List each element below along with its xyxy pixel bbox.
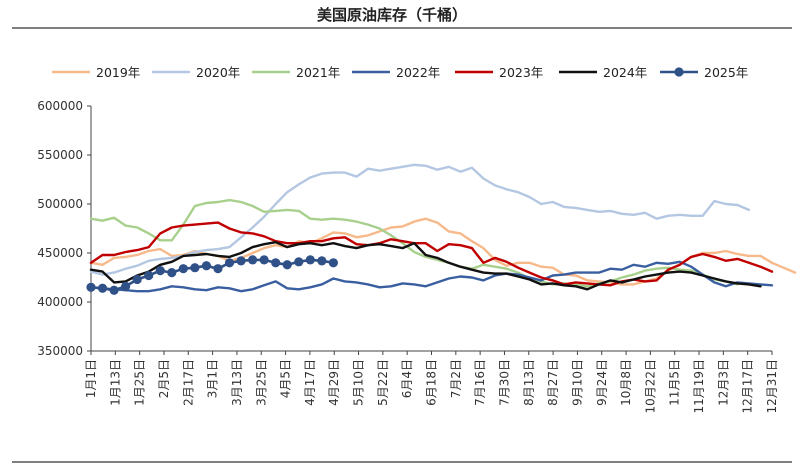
legend-label-2024: 2024年 (603, 65, 647, 80)
legend-item-2024: 2024年 (559, 65, 647, 80)
legend-label-2022: 2022年 (396, 65, 440, 80)
legend-item-2025: 2025年 (660, 65, 748, 80)
x-tick-label: 1月25日 (133, 359, 147, 406)
x-tick-label: 1月1日 (84, 359, 98, 398)
series-point-2025 (190, 263, 200, 273)
series-point-2025 (97, 283, 108, 293)
x-tick-label: 8月27日 (546, 359, 560, 406)
legend-item-2023: 2023年 (455, 65, 543, 80)
x-tick-label: 11月5日 (668, 359, 682, 406)
x-tick-label: 12月31日 (765, 359, 779, 414)
chart-title: 美国原油库存（千桶） (317, 6, 467, 24)
legend-item-2020: 2020年 (152, 65, 240, 80)
legend-item-2019: 2019年 (52, 65, 140, 80)
y-axis: 350000 400000 450000 500000 550000 600000 (37, 99, 92, 358)
x-axis: 1月1日 1月13日 1月25日 2月5日 2月17日 3月1日 3月13日 3月25日 4月5… (84, 350, 779, 414)
series-line-2025 (89, 258, 335, 292)
x-tick-label: 9月10日 (570, 359, 584, 406)
series-point-2025 (178, 264, 188, 274)
series-point-2025 (305, 255, 315, 265)
series-point-2025 (224, 258, 235, 268)
legend-item-2021: 2021年 (252, 65, 340, 80)
legend-label-2025: 2025年 (704, 65, 748, 80)
plot-area (86, 163, 797, 295)
x-tick-label: 7月30日 (497, 359, 511, 406)
y-tick-label: 350000 (37, 344, 83, 358)
series-point-2025 (259, 255, 269, 265)
series-point-2025 (167, 268, 177, 278)
x-tick-label: 3月25日 (254, 359, 268, 406)
legend: 2019年 2020年 2021年 2022年 2023年 2024年 2025年 (52, 65, 748, 80)
x-tick-label: 4月29日 (327, 359, 341, 406)
series-line-2024 (89, 240, 762, 291)
series-point-2025 (109, 285, 119, 295)
x-tick-label: 1月13日 (108, 359, 122, 406)
y-tick-label: 450000 (37, 246, 83, 260)
x-tick-label: 5月10日 (352, 359, 366, 406)
x-tick-label: 12月3日 (716, 359, 730, 406)
series-line-2023 (89, 221, 774, 287)
series-point-2025 (132, 274, 142, 285)
legend-label-2019: 2019年 (96, 65, 140, 80)
x-tick-label: 3月1日 (206, 359, 220, 398)
x-tick-label: 5月22日 (376, 359, 390, 406)
legend-label-2023: 2023年 (499, 65, 543, 80)
y-tick-label: 600000 (37, 99, 83, 113)
x-tick-label: 2月5日 (157, 359, 171, 398)
x-tick-label: 6月4日 (400, 359, 414, 398)
y-tick-label: 400000 (37, 295, 83, 309)
legend-label-2020: 2020年 (196, 65, 240, 80)
series-point-2025 (121, 281, 131, 291)
x-tick-label: 3月13日 (230, 359, 244, 406)
series-point-2025 (317, 256, 327, 266)
y-tick-label: 500000 (37, 197, 83, 211)
series-point-2025 (294, 257, 304, 267)
series-point-2025 (144, 270, 154, 281)
series-point-2025 (271, 258, 281, 268)
x-tick-label: 11月19日 (692, 359, 706, 414)
series-point-2025 (282, 260, 292, 270)
x-tick-label: 7月2日 (449, 359, 463, 398)
series-point-2025 (236, 256, 246, 266)
x-tick-label: 10月8日 (619, 359, 633, 406)
legend-item-2022: 2022年 (352, 65, 440, 80)
x-tick-label: 4月17日 (303, 359, 317, 406)
y-tick-label: 550000 (37, 148, 83, 162)
series-line-2021 (89, 198, 739, 288)
series-point-2025 (213, 264, 223, 274)
series-point-2025 (247, 255, 258, 265)
x-tick-label: 2月17日 (181, 359, 195, 406)
series-point-2025 (201, 261, 212, 271)
legend-marker-2025 (674, 67, 684, 77)
series-point-2025 (328, 258, 338, 268)
series-point-2025 (155, 266, 165, 276)
series-line-2022 (89, 260, 774, 293)
x-tick-label: 8月13日 (522, 359, 536, 406)
x-tick-label: 6月18日 (425, 359, 439, 406)
x-tick-label: 4月5日 (279, 359, 293, 398)
x-tick-label: 10月22日 (643, 359, 657, 414)
x-tick-label: 7月16日 (473, 359, 487, 406)
x-tick-label: 12月17日 (741, 359, 755, 414)
series-line-2020 (89, 163, 751, 276)
legend-label-2021: 2021年 (296, 65, 340, 80)
x-tick-label: 9月24日 (595, 359, 609, 406)
series-point-2025 (86, 282, 96, 292)
